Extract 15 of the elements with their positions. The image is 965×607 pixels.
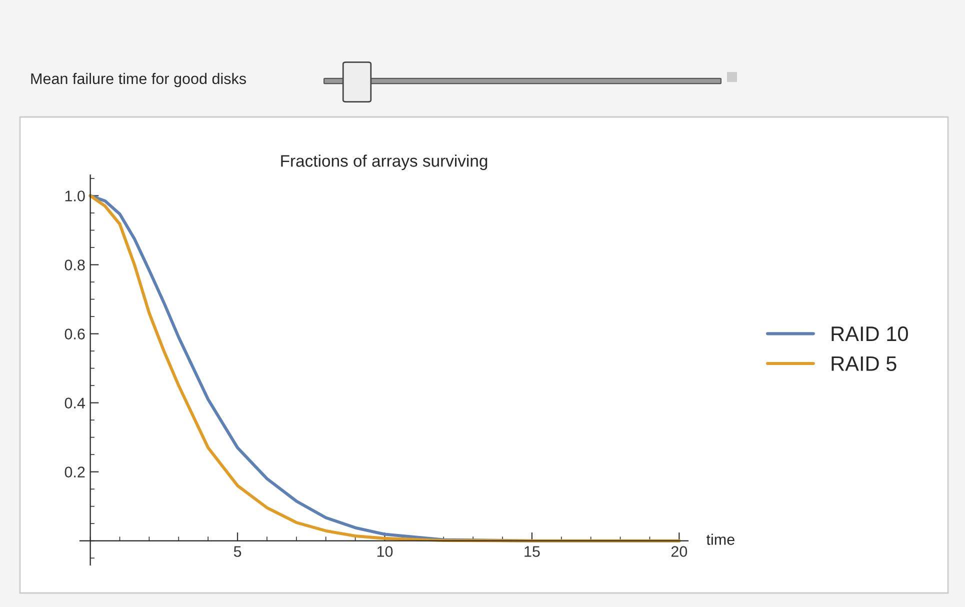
x-tick-label: 20	[671, 546, 688, 557]
x-tick-label: 10	[377, 546, 393, 557]
chart-title: Fractions of arrays surviving	[281, 154, 488, 170]
x-tick-label: 5	[234, 546, 242, 557]
text: Mean failure time for good disks	[31, 72, 246, 88]
x-axis-title: time	[706, 534, 734, 545]
y-tick-label: 0.4	[64, 398, 85, 408]
line-series	[88, 194, 681, 542]
legend-label: RAID 5	[832, 356, 896, 372]
y-tick-label: 0.6	[64, 328, 85, 340]
legend-label: RAID 10	[832, 326, 908, 342]
y-tick-label: 0.2	[64, 466, 85, 478]
y-tick-label: 0.8	[64, 260, 85, 270]
y-tick-label: 1.0	[65, 190, 85, 202]
x-tick-label: 15	[524, 546, 540, 557]
